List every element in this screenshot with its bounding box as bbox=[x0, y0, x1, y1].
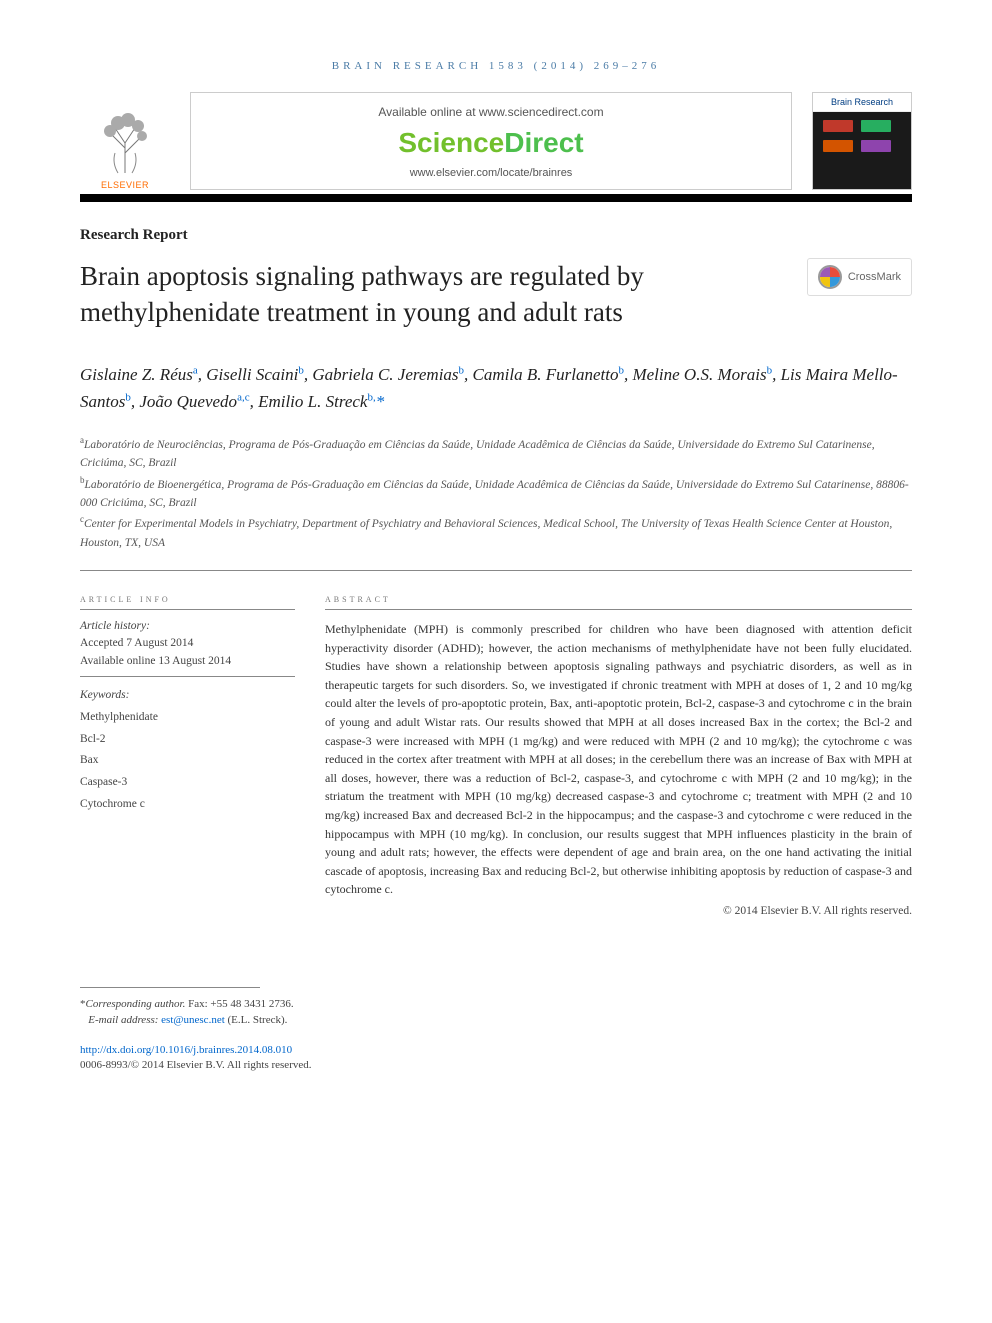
abstract-column: abstract Methylphenidate (MPH) is common… bbox=[325, 593, 912, 917]
elsevier-wordmark: ELSEVIER bbox=[101, 180, 149, 190]
journal-homepage-link[interactable]: www.elsevier.com/locate/brainres bbox=[201, 167, 781, 179]
corresponding-author-note: *Corresponding author. Fax: +55 48 3431 … bbox=[80, 996, 912, 1029]
black-divider-bar bbox=[80, 194, 912, 202]
abstract-divider bbox=[325, 609, 912, 610]
info-divider bbox=[80, 609, 295, 610]
keyword-item: Caspase-3 bbox=[80, 772, 295, 794]
article-title: Brain apoptosis signaling pathways are r… bbox=[80, 258, 777, 331]
copyright-line: © 2014 Elsevier B.V. All rights reserved… bbox=[325, 905, 912, 917]
doi-link[interactable]: http://dx.doi.org/10.1016/j.brainres.201… bbox=[80, 1044, 292, 1056]
journal-cover[interactable]: Brain Research bbox=[812, 92, 912, 190]
article-history: Article history: Accepted 7 August 2014 … bbox=[80, 618, 295, 670]
doi-block: http://dx.doi.org/10.1016/j.brainres.201… bbox=[80, 1043, 912, 1074]
affiliation-item: aLaboratório de Neurociências, Programa … bbox=[80, 433, 912, 473]
sd-science: Science bbox=[398, 127, 504, 158]
affiliation-item: bLaboratório de Bioenergética, Programa … bbox=[80, 473, 912, 513]
accepted-date: Accepted 7 August 2014 bbox=[80, 635, 295, 652]
running-head: BRAIN RESEARCH 1583 (2014) 269–276 bbox=[80, 60, 912, 72]
abstract-text: Methylphenidate (MPH) is commonly prescr… bbox=[325, 620, 912, 899]
keywords-block: Keywords: MethylphenidateBcl-2BaxCaspase… bbox=[80, 685, 295, 816]
crossmark-icon bbox=[818, 265, 842, 289]
crossmark-badge[interactable]: CrossMark bbox=[807, 258, 912, 296]
keywords-label: Keywords: bbox=[80, 685, 295, 707]
footnote-separator bbox=[80, 987, 260, 988]
crossmark-label: CrossMark bbox=[848, 271, 901, 283]
article-type: Research Report bbox=[80, 227, 912, 244]
email-label: E-mail address: bbox=[88, 1014, 158, 1026]
affiliation-item: cCenter for Experimental Models in Psych… bbox=[80, 512, 912, 552]
article-info-column: article info Article history: Accepted 7… bbox=[80, 593, 295, 917]
keyword-item: Bcl-2 bbox=[80, 729, 295, 751]
corr-fax: Fax: +55 48 3431 2736. bbox=[188, 998, 294, 1010]
issn-copyright: 0006-8993/© 2014 Elsevier B.V. All right… bbox=[80, 1059, 312, 1071]
history-label: Article history: bbox=[80, 618, 295, 635]
online-date: Available online 13 August 2014 bbox=[80, 653, 295, 670]
article-info-label: article info bbox=[80, 593, 295, 605]
header-banner: ELSEVIER Available online at www.science… bbox=[80, 92, 912, 190]
corr-label: Corresponding author. bbox=[86, 998, 186, 1010]
elsevier-logo[interactable]: ELSEVIER bbox=[80, 92, 170, 190]
available-online-text: Available online at www.sciencedirect.co… bbox=[201, 105, 781, 119]
keyword-item: Bax bbox=[80, 750, 295, 772]
cover-title: Brain Research bbox=[813, 93, 911, 112]
keyword-item: Methylphenidate bbox=[80, 707, 295, 729]
elsevier-tree-icon bbox=[90, 103, 160, 178]
affiliations: aLaboratório de Neurociências, Programa … bbox=[80, 433, 912, 552]
info-divider bbox=[80, 676, 295, 677]
corr-email-link[interactable]: est@unesc.net bbox=[161, 1014, 225, 1026]
divider bbox=[80, 570, 912, 571]
keyword-item: Cytochrome c bbox=[80, 794, 295, 816]
cover-image bbox=[813, 112, 911, 189]
author-list: Gislaine Z. Réusa, Giselli Scainib, Gabr… bbox=[80, 361, 912, 415]
sciencedirect-logo[interactable]: ScienceDirect bbox=[201, 127, 781, 159]
corr-name: (E.L. Streck). bbox=[228, 1014, 288, 1026]
abstract-label: abstract bbox=[325, 593, 912, 605]
sciencedirect-box: Available online at www.sciencedirect.co… bbox=[190, 92, 792, 190]
sd-direct: Direct bbox=[504, 127, 583, 158]
